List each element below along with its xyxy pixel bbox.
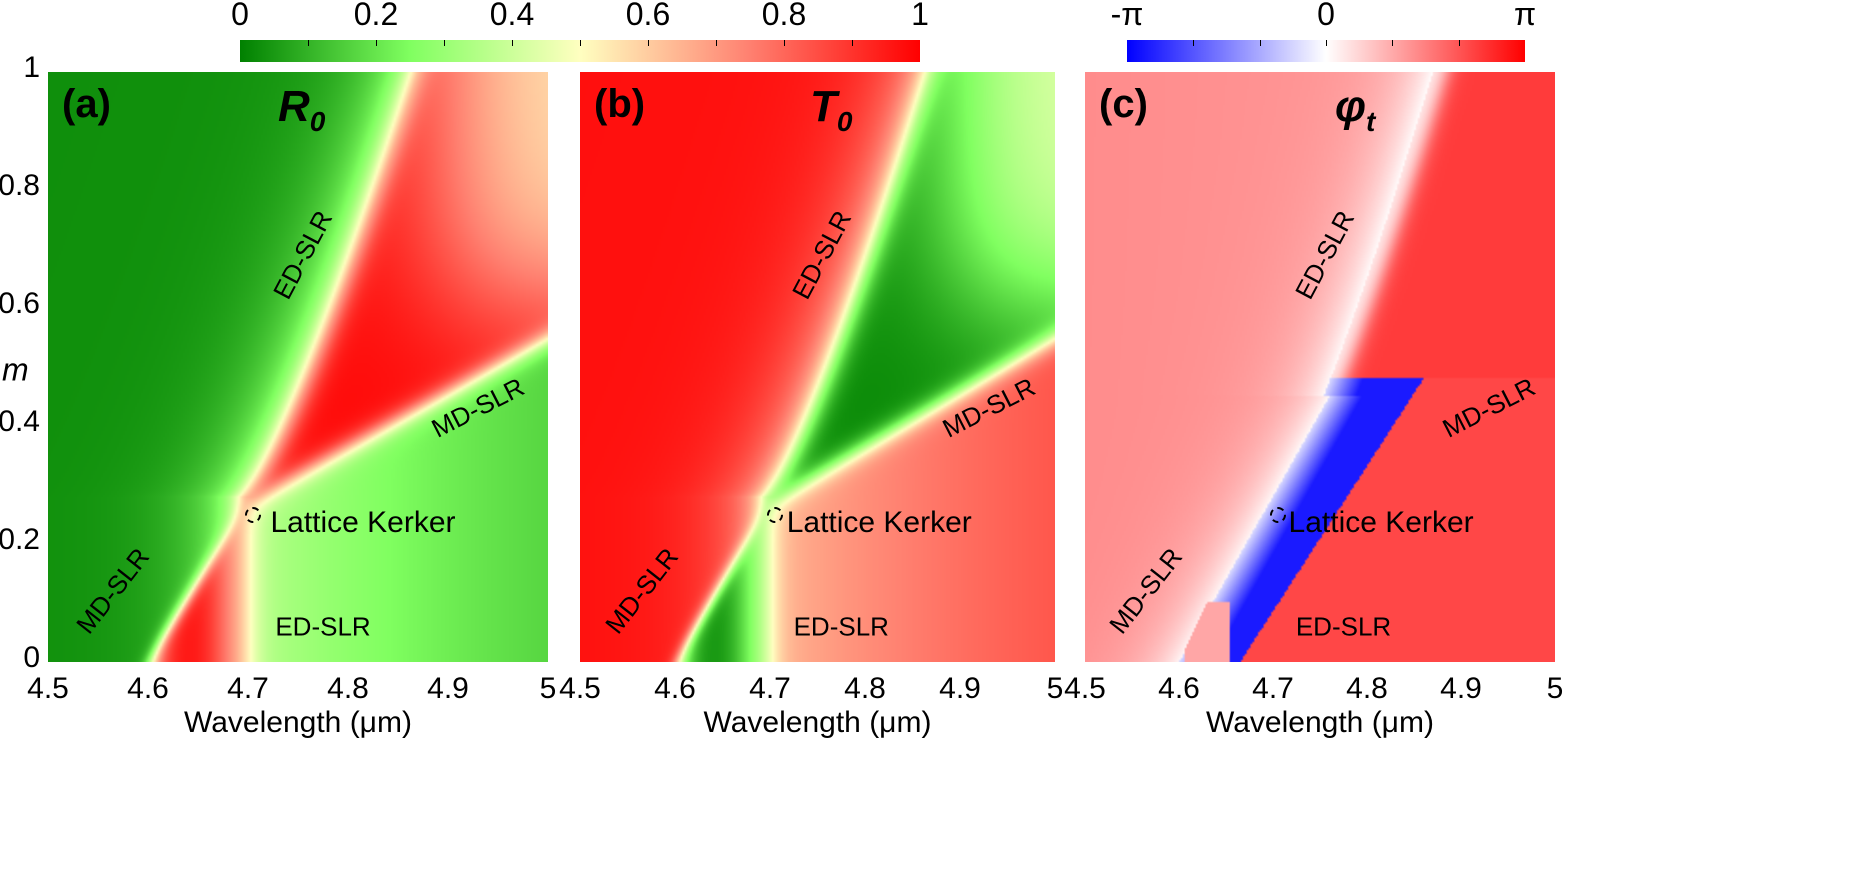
x-tick-label: 4.7: [749, 672, 791, 705]
title-symbol: T: [810, 82, 837, 131]
panel-label: (b): [594, 82, 646, 126]
heatmap-panel-c: (c) φt ED-SLR MD-SLR Lattice Kerker MD-SLR ED-…: [1085, 72, 1555, 662]
x-tick-label: 4.5: [559, 672, 601, 705]
colorbar-label: π: [1513, 0, 1537, 32]
x-axis-label: Wavelength (μm): [703, 706, 932, 739]
heatmap-panel-a: (a) R0 ED-SLR MD-SLR Lattice Kerker MD-SLR ED-…: [48, 72, 548, 662]
colorbar-label: 1: [911, 0, 929, 32]
title-subscript: t: [1365, 105, 1376, 137]
x-tick-label: 5: [1046, 672, 1064, 705]
colorbar-tick: [1193, 40, 1195, 46]
y-tick-label: 0.2: [0, 523, 40, 556]
colorbar-label: 0.8: [761, 0, 807, 32]
x-tick-label: 4.9: [939, 672, 981, 705]
annotation-ed-slr-lower: ED-SLR: [1295, 611, 1392, 642]
heatmap-panel-b: (b) T0 ED-SLR MD-SLR Lattice Kerker MD-SLR ED-…: [580, 72, 1055, 662]
x-axis-label: Wavelength (μm): [1206, 706, 1434, 739]
colorbar-label: 0.2: [353, 0, 399, 32]
title-symbol: φ: [1335, 82, 1366, 131]
panel-label: (c): [1099, 82, 1148, 126]
annotation-lattice-kerker: Lattice Kerker: [786, 506, 972, 540]
title-symbol: R: [278, 82, 310, 131]
y-tick-label: 0: [23, 641, 40, 674]
colorbar-tick: [512, 40, 513, 46]
colorbar-tick: [1392, 40, 1394, 46]
y-tick-label: 0.4: [0, 405, 40, 438]
x-tick-label: 4.6: [127, 672, 169, 705]
x-tick-label: 4.9: [427, 672, 469, 705]
colorbar-tick: [580, 40, 581, 46]
colorbar-tick: [648, 40, 649, 46]
panel-title: R0: [278, 82, 325, 138]
x-tick-label: 5: [539, 672, 557, 705]
colorbar-tick: [308, 40, 309, 46]
x-tick-label: 4.9: [1440, 672, 1482, 705]
panel-label: (a): [62, 82, 111, 126]
colorbar-tick: [1259, 40, 1261, 46]
panel-title: φt: [1335, 82, 1375, 138]
colorbar-tick: [1458, 40, 1460, 46]
colorbar-label: 0: [1317, 0, 1335, 32]
colorbar-tick: [376, 40, 377, 46]
annotation-lattice-kerker: Lattice Kerker: [1288, 506, 1474, 540]
colorbar-tick: [852, 40, 853, 46]
lattice-kerker-marker: [766, 506, 783, 523]
colorbar-label: 0: [231, 0, 249, 32]
colorbar-tick: [716, 40, 717, 46]
y-axis-label: m: [2, 351, 29, 388]
annotation-ed-slr-lower: ED-SLR: [275, 611, 371, 642]
colorbar-label: 0.6: [625, 0, 671, 32]
title-subscript: 0: [836, 105, 853, 137]
title-subscript: 0: [309, 105, 326, 137]
x-tick-label: 4.8: [327, 672, 369, 705]
heatmap-canvas: [1085, 72, 1555, 662]
annotation-ed-slr-lower: ED-SLR: [793, 611, 889, 642]
x-tick-label: 4.7: [1252, 672, 1294, 705]
x-tick-label: 4.7: [227, 672, 269, 705]
x-tick-label: 4.6: [1158, 672, 1200, 705]
colorbar-phase: [1127, 40, 1525, 62]
heatmap-canvas: [48, 72, 548, 662]
y-tick-label: 0.8: [0, 169, 40, 202]
x-tick-label: 5: [1546, 672, 1564, 705]
y-tick-label: 1: [23, 51, 40, 84]
x-tick-label: 4.8: [1346, 672, 1388, 705]
x-tick-label: 4.8: [844, 672, 886, 705]
colorbar-tick: [444, 40, 445, 46]
colorbar-tick: [784, 40, 785, 46]
annotation-lattice-kerker: Lattice Kerker: [270, 506, 456, 540]
panel-title: T0: [810, 82, 852, 138]
heatmap-canvas: [580, 72, 1055, 662]
x-tick-label: 4.5: [27, 672, 69, 705]
x-tick-label: 4.6: [654, 672, 696, 705]
y-tick-label: 0.6: [0, 287, 40, 320]
x-tick-label: 4.5: [1064, 672, 1106, 705]
lattice-kerker-marker: [245, 506, 261, 523]
colorbar-intensity: [240, 40, 920, 62]
x-axis-label: Wavelength (μm): [184, 706, 412, 739]
colorbar-label: -π: [1110, 0, 1144, 32]
colorbar-label: 0.4: [489, 0, 535, 32]
lattice-kerker-marker: [1269, 506, 1286, 523]
colorbar-tick: [1326, 40, 1327, 46]
